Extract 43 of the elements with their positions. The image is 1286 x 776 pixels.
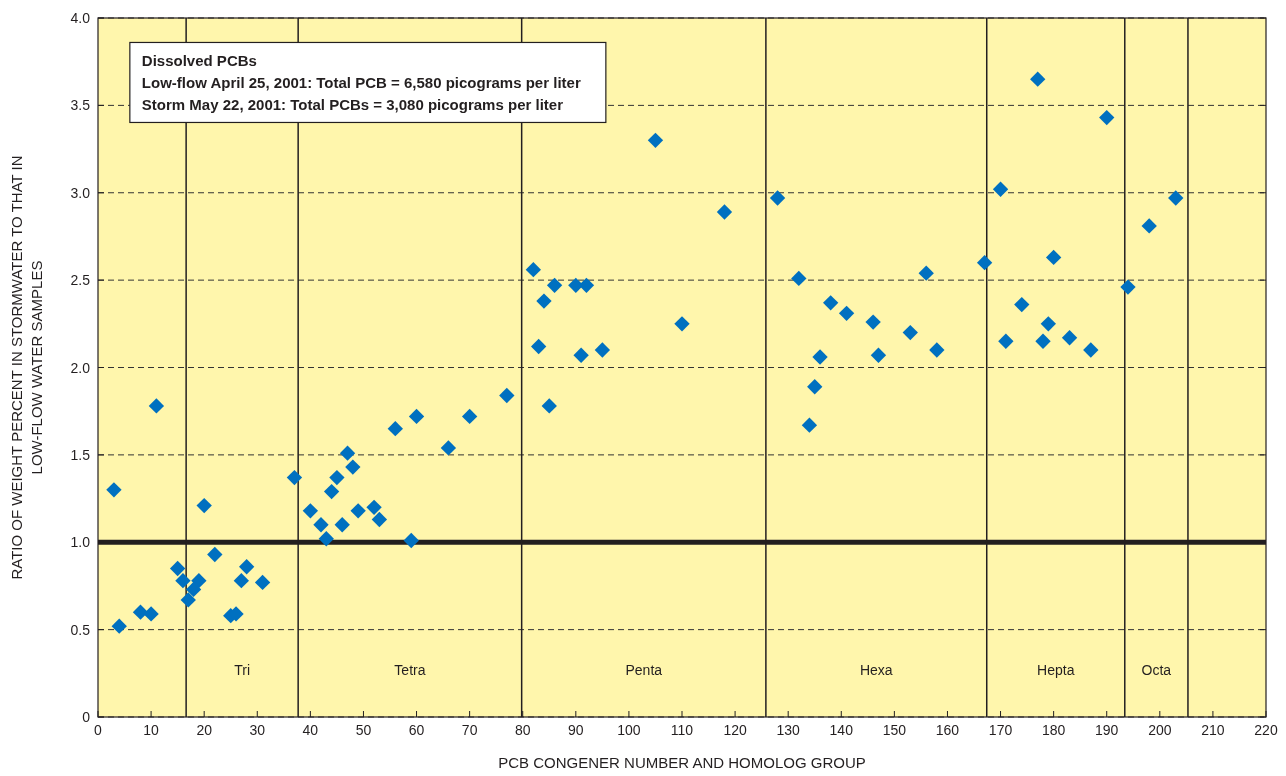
x-tick-label: 20 xyxy=(196,722,213,738)
x-tick-label: 180 xyxy=(1041,722,1066,738)
x-tick-label: 60 xyxy=(408,722,425,738)
x-tick-label: 150 xyxy=(882,722,907,738)
y-axis-title: RATIO OF WEIGHT PERCENT IN STORMWATER TO THAT IN LOW-FLOW WATER SAMPLES xyxy=(8,155,45,580)
x-tick-label: 80 xyxy=(514,722,531,738)
x-tick-label: 190 xyxy=(1095,722,1119,738)
y-tick-label: 0.5 xyxy=(70,621,91,638)
x-axis-title: PCB CONGENER NUMBER AND HOMOLOG GROUP xyxy=(498,754,866,771)
x-tick-label: 220 xyxy=(1254,722,1278,738)
x-tick-label: 160 xyxy=(935,722,960,738)
y-tick-label: 3.0 xyxy=(70,184,91,201)
y-tick-label: 0 xyxy=(82,709,91,725)
x-tick-label: 140 xyxy=(829,722,854,738)
annotation: Tetra xyxy=(394,661,426,678)
y-tick-label: 3.5 xyxy=(70,97,91,114)
annotation: Hepta xyxy=(1037,661,1075,678)
x-tick-label: 100 xyxy=(617,722,641,738)
x-tick-label: 0 xyxy=(94,722,103,738)
annotation: Storm May 22, 2001: Total PCBs = 3,080 picograms per liter xyxy=(141,96,564,114)
annotation: Dissolved PCBs xyxy=(141,52,257,70)
x-tick-label: 40 xyxy=(302,722,319,738)
annotation: Octa xyxy=(1141,661,1172,678)
x-tick-label: 50 xyxy=(355,722,372,738)
annotation: Penta xyxy=(625,661,663,678)
x-tick-label: 90 xyxy=(568,722,584,738)
x-tick-label: 120 xyxy=(723,722,747,738)
annotation: Hexa xyxy=(859,661,893,678)
y-tick-label: 1.0 xyxy=(70,534,91,551)
x-tick-label: 210 xyxy=(1201,722,1225,738)
y-tick-label: 2.0 xyxy=(70,359,91,376)
x-tick-label: 130 xyxy=(776,722,801,738)
annotation: Tri xyxy=(234,661,251,678)
annotation: Low-flow April 25, 2001: Total PCB = 6,580 picograms per liter xyxy=(141,74,581,92)
y-tick-label: 4.0 xyxy=(70,10,91,26)
x-tick-label: 30 xyxy=(249,722,266,738)
x-tick-label: 70 xyxy=(461,722,478,738)
x-tick-label: 110 xyxy=(670,722,694,738)
y-tick-label: 1.5 xyxy=(70,446,91,463)
x-tick-label: 10 xyxy=(143,722,160,738)
x-tick-label: 200 xyxy=(1148,722,1172,738)
y-tick-label: 2.5 xyxy=(70,272,91,289)
x-tick-label: 170 xyxy=(988,722,1013,738)
